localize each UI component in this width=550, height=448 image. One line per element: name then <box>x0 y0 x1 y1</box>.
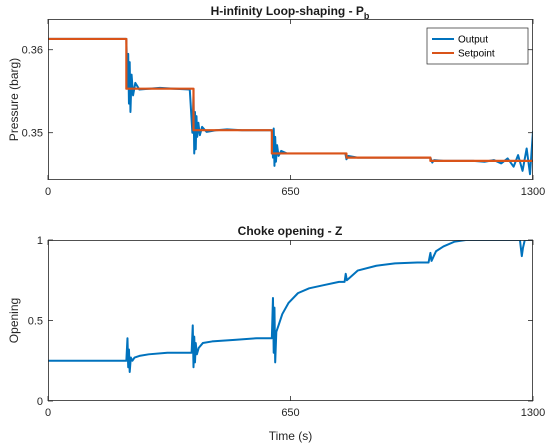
choke-y-tick-label: 1 <box>37 235 43 247</box>
pressure-x-tick-label: 650 <box>281 186 299 198</box>
choke-series-choke-opening <box>48 240 533 374</box>
pressure-chart-title: H-infinity Loop-shaping - Pb <box>211 4 370 21</box>
choke-y-tick-label: 0.5 <box>28 316 43 328</box>
pressure-x-tick-label: 1300 <box>521 186 545 198</box>
pressure-legend-label: Output <box>458 35 488 46</box>
pressure-chart: H-infinity Loop-shaping - Pb 0 650 1300 0.3… <box>7 4 545 198</box>
choke-x-tick-label: 650 <box>281 407 299 419</box>
pressure-legend-label: Setpoint <box>458 49 495 60</box>
pressure-y-tick-label: 0.36 <box>22 45 43 57</box>
pressure-x-tick-label: 0 <box>45 186 51 198</box>
pressure-legend-box <box>426 27 529 65</box>
choke-y-axis-label: Opening <box>7 298 21 343</box>
choke-chart-title: Choke opening - Z <box>238 224 343 238</box>
pressure-y-tick-label: 0.35 <box>22 128 43 140</box>
choke-chart: Choke opening - Z 0 650 1300 0 0.5 1 Opening Ti… <box>7 224 545 443</box>
pressure-y-axis-label: Pressure (barg) <box>7 58 21 141</box>
pressure-legend: Output Setpoint <box>426 27 529 65</box>
choke-x-tick-label: 1300 <box>521 407 545 419</box>
choke-plot-area <box>48 240 533 401</box>
pressure-series-setpoint <box>48 37 533 163</box>
choke-x-axis-label: Time (s) <box>269 429 313 443</box>
choke-y-tick-label: 0 <box>37 396 43 408</box>
choke-x-tick-label: 0 <box>45 407 51 419</box>
